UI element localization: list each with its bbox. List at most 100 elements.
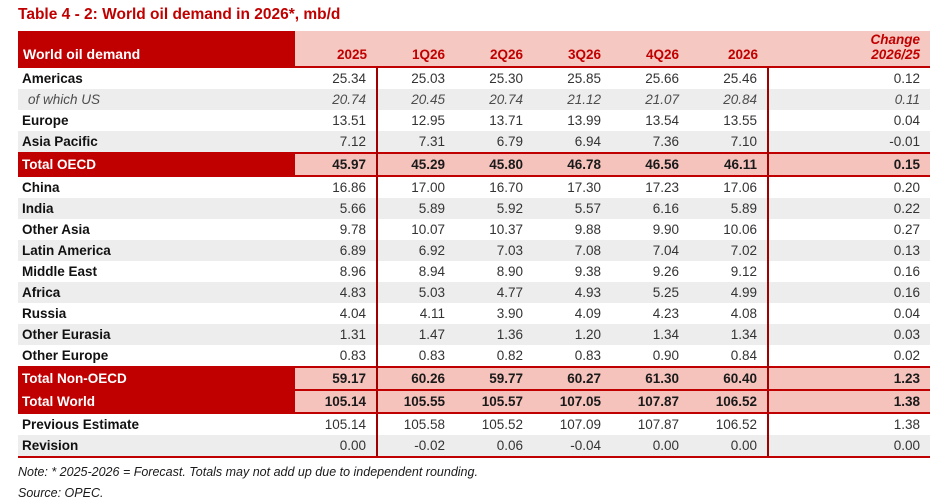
header-change-line1: Change	[870, 32, 920, 47]
cell-4q26: 17.23	[645, 180, 679, 195]
cell-3q26: 4.09	[574, 306, 601, 321]
table-header: World oil demand 2025 1Q26 2Q26 3Q26 4Q2…	[18, 31, 930, 68]
cell-2q26: 6.79	[455, 131, 533, 153]
cell-1q26: 0.83	[418, 348, 445, 363]
table-row: of which US 20.74 20.45 20.74 21.12 21.07 20.8…	[18, 89, 930, 110]
cell-2025: 4.04	[295, 303, 378, 324]
row-label: Europe	[22, 113, 69, 128]
cell-1q26: 45.29	[377, 152, 455, 177]
header-col-4q26: 4Q26	[611, 31, 689, 68]
table-row: Middle East 8.96 8.94 8.90 9.38 9.26 9.12 0.16	[18, 261, 930, 282]
cell-2025: 8.96	[295, 261, 378, 282]
cell-change: 0.20	[893, 180, 920, 195]
row-label: Total World	[18, 389, 295, 414]
cell-3q26: 0.83	[574, 348, 601, 363]
total-row: Total OECD 45.97 45.29 45.80 46.78 46.56 46.11…	[18, 152, 930, 177]
cell-3q26: 21.12	[533, 89, 611, 110]
cell-change: 0.04	[893, 113, 920, 128]
table-title: Table 4 - 2: World oil demand in 2026*, …	[18, 6, 341, 23]
cell-2025: 105.14	[295, 413, 378, 435]
footnote: Note: * 2025-2026 = Forecast. Totals may…	[18, 465, 478, 479]
row-label: Total Non-OECD	[18, 366, 295, 391]
cell-1q26: 6.92	[377, 240, 455, 261]
cell-change: 0.16	[893, 264, 920, 279]
cell-2025: 105.14	[295, 389, 378, 414]
cell-change: 0.22	[768, 198, 930, 219]
cell-2025: 6.89	[295, 240, 378, 261]
header-col-3q26: 3Q26	[533, 31, 611, 68]
cell-3q26: 9.38	[574, 264, 601, 279]
table-row: Africa 4.83 5.03 4.77 4.93 5.25 4.99 0.16	[18, 282, 930, 303]
cell-2026: 17.06	[689, 176, 769, 198]
cell-2025: 5.66	[295, 198, 378, 219]
cell-2026: 7.10	[689, 131, 769, 153]
table-row: Europe 13.51 12.95 13.71 13.99 13.54 13.55 0.04	[18, 110, 930, 131]
cell-1q26: 20.45	[377, 89, 455, 110]
cell-2025: 16.86	[295, 176, 378, 198]
cell-4q26: 1.34	[611, 324, 689, 345]
cell-1q26: 60.26	[377, 366, 455, 391]
cell-1q26: 17.00	[411, 180, 445, 195]
cell-4q26: 4.23	[652, 306, 679, 321]
row-label: China	[22, 180, 60, 195]
cell-2026: 60.40	[689, 366, 769, 391]
cell-2025: 4.83	[295, 282, 378, 303]
cell-1q26: 12.95	[411, 113, 445, 128]
cell-2025: 1.31	[295, 324, 378, 345]
table-row: Americas 25.34 25.03 25.30 25.85 25.66 25.46 0.…	[18, 67, 930, 89]
cell-change: 1.38	[893, 417, 920, 432]
row-label: Other Asia	[22, 222, 90, 237]
header-col-2q26: 2Q26	[455, 31, 533, 68]
cell-3q26: 17.30	[567, 180, 601, 195]
cell-2q26: 45.80	[455, 152, 533, 177]
cell-4q26: 21.07	[611, 89, 689, 110]
cell-2q26: 16.70	[489, 180, 523, 195]
table-notes: Note: * 2025-2026 = Forecast. Totals may…	[18, 462, 949, 504]
cell-1q26: 5.89	[377, 198, 455, 219]
row-label: Americas	[22, 71, 83, 86]
cell-change: 0.04	[893, 306, 920, 321]
header-row: World oil demand 2025 1Q26 2Q26 3Q26 4Q2…	[18, 31, 930, 68]
cell-2026: 1.34	[689, 324, 769, 345]
row-label: India	[18, 198, 295, 219]
table-row: Previous Estimate 105.14 105.58 105.52 107.0…	[18, 413, 930, 435]
cell-2q26: 7.03	[455, 240, 533, 261]
cell-2026: 25.46	[689, 67, 769, 89]
cell-2q26: 3.90	[496, 306, 523, 321]
cell-2026: 10.06	[689, 219, 769, 240]
header-col-2026: 2026	[689, 31, 768, 68]
cell-3q26: 107.09	[559, 417, 601, 432]
cell-3q26: 1.20	[533, 324, 611, 345]
cell-4q26: 61.30	[611, 366, 689, 391]
cell-change: 0.15	[768, 152, 930, 177]
cell-2q26: 0.82	[496, 348, 523, 363]
row-label: Previous Estimate	[22, 417, 140, 432]
cell-2025: 20.74	[295, 89, 378, 110]
cell-2026: 106.52	[689, 413, 769, 435]
row-label: Russia	[22, 306, 67, 321]
cell-change: 0.12	[893, 71, 920, 86]
total-row: Total Non-OECD 59.17 60.26 59.77 60.27 61.30 6…	[18, 366, 930, 391]
cell-2q26: 59.77	[455, 366, 533, 391]
cell-1q26: 7.31	[377, 131, 455, 153]
cell-2q26: 8.90	[496, 264, 523, 279]
cell-4q26: 0.00	[611, 435, 689, 458]
cell-2025: 9.78	[295, 219, 378, 240]
table-row: Asia Pacific 7.12 7.31 6.79 6.94 7.36 7.10 -0.0…	[18, 131, 930, 153]
header-col-1q26: 1Q26	[377, 31, 455, 68]
cell-4q26: 7.36	[611, 131, 689, 153]
cell-3q26: 60.27	[533, 366, 611, 391]
header-label: World oil demand	[18, 31, 295, 68]
cell-change: 0.00	[768, 435, 930, 458]
cell-2026: 4.99	[689, 282, 769, 303]
cell-2q26: 25.30	[489, 71, 523, 86]
cell-4q26: 9.90	[652, 222, 679, 237]
header-col-2025: 2025	[295, 31, 377, 68]
cell-change: 0.27	[893, 222, 920, 237]
cell-change: 0.02	[893, 348, 920, 363]
cell-change: 0.11	[768, 89, 930, 110]
cell-1q26: 105.55	[377, 389, 455, 414]
row-label: of which US	[18, 89, 295, 110]
cell-3q26: 25.85	[567, 71, 601, 86]
